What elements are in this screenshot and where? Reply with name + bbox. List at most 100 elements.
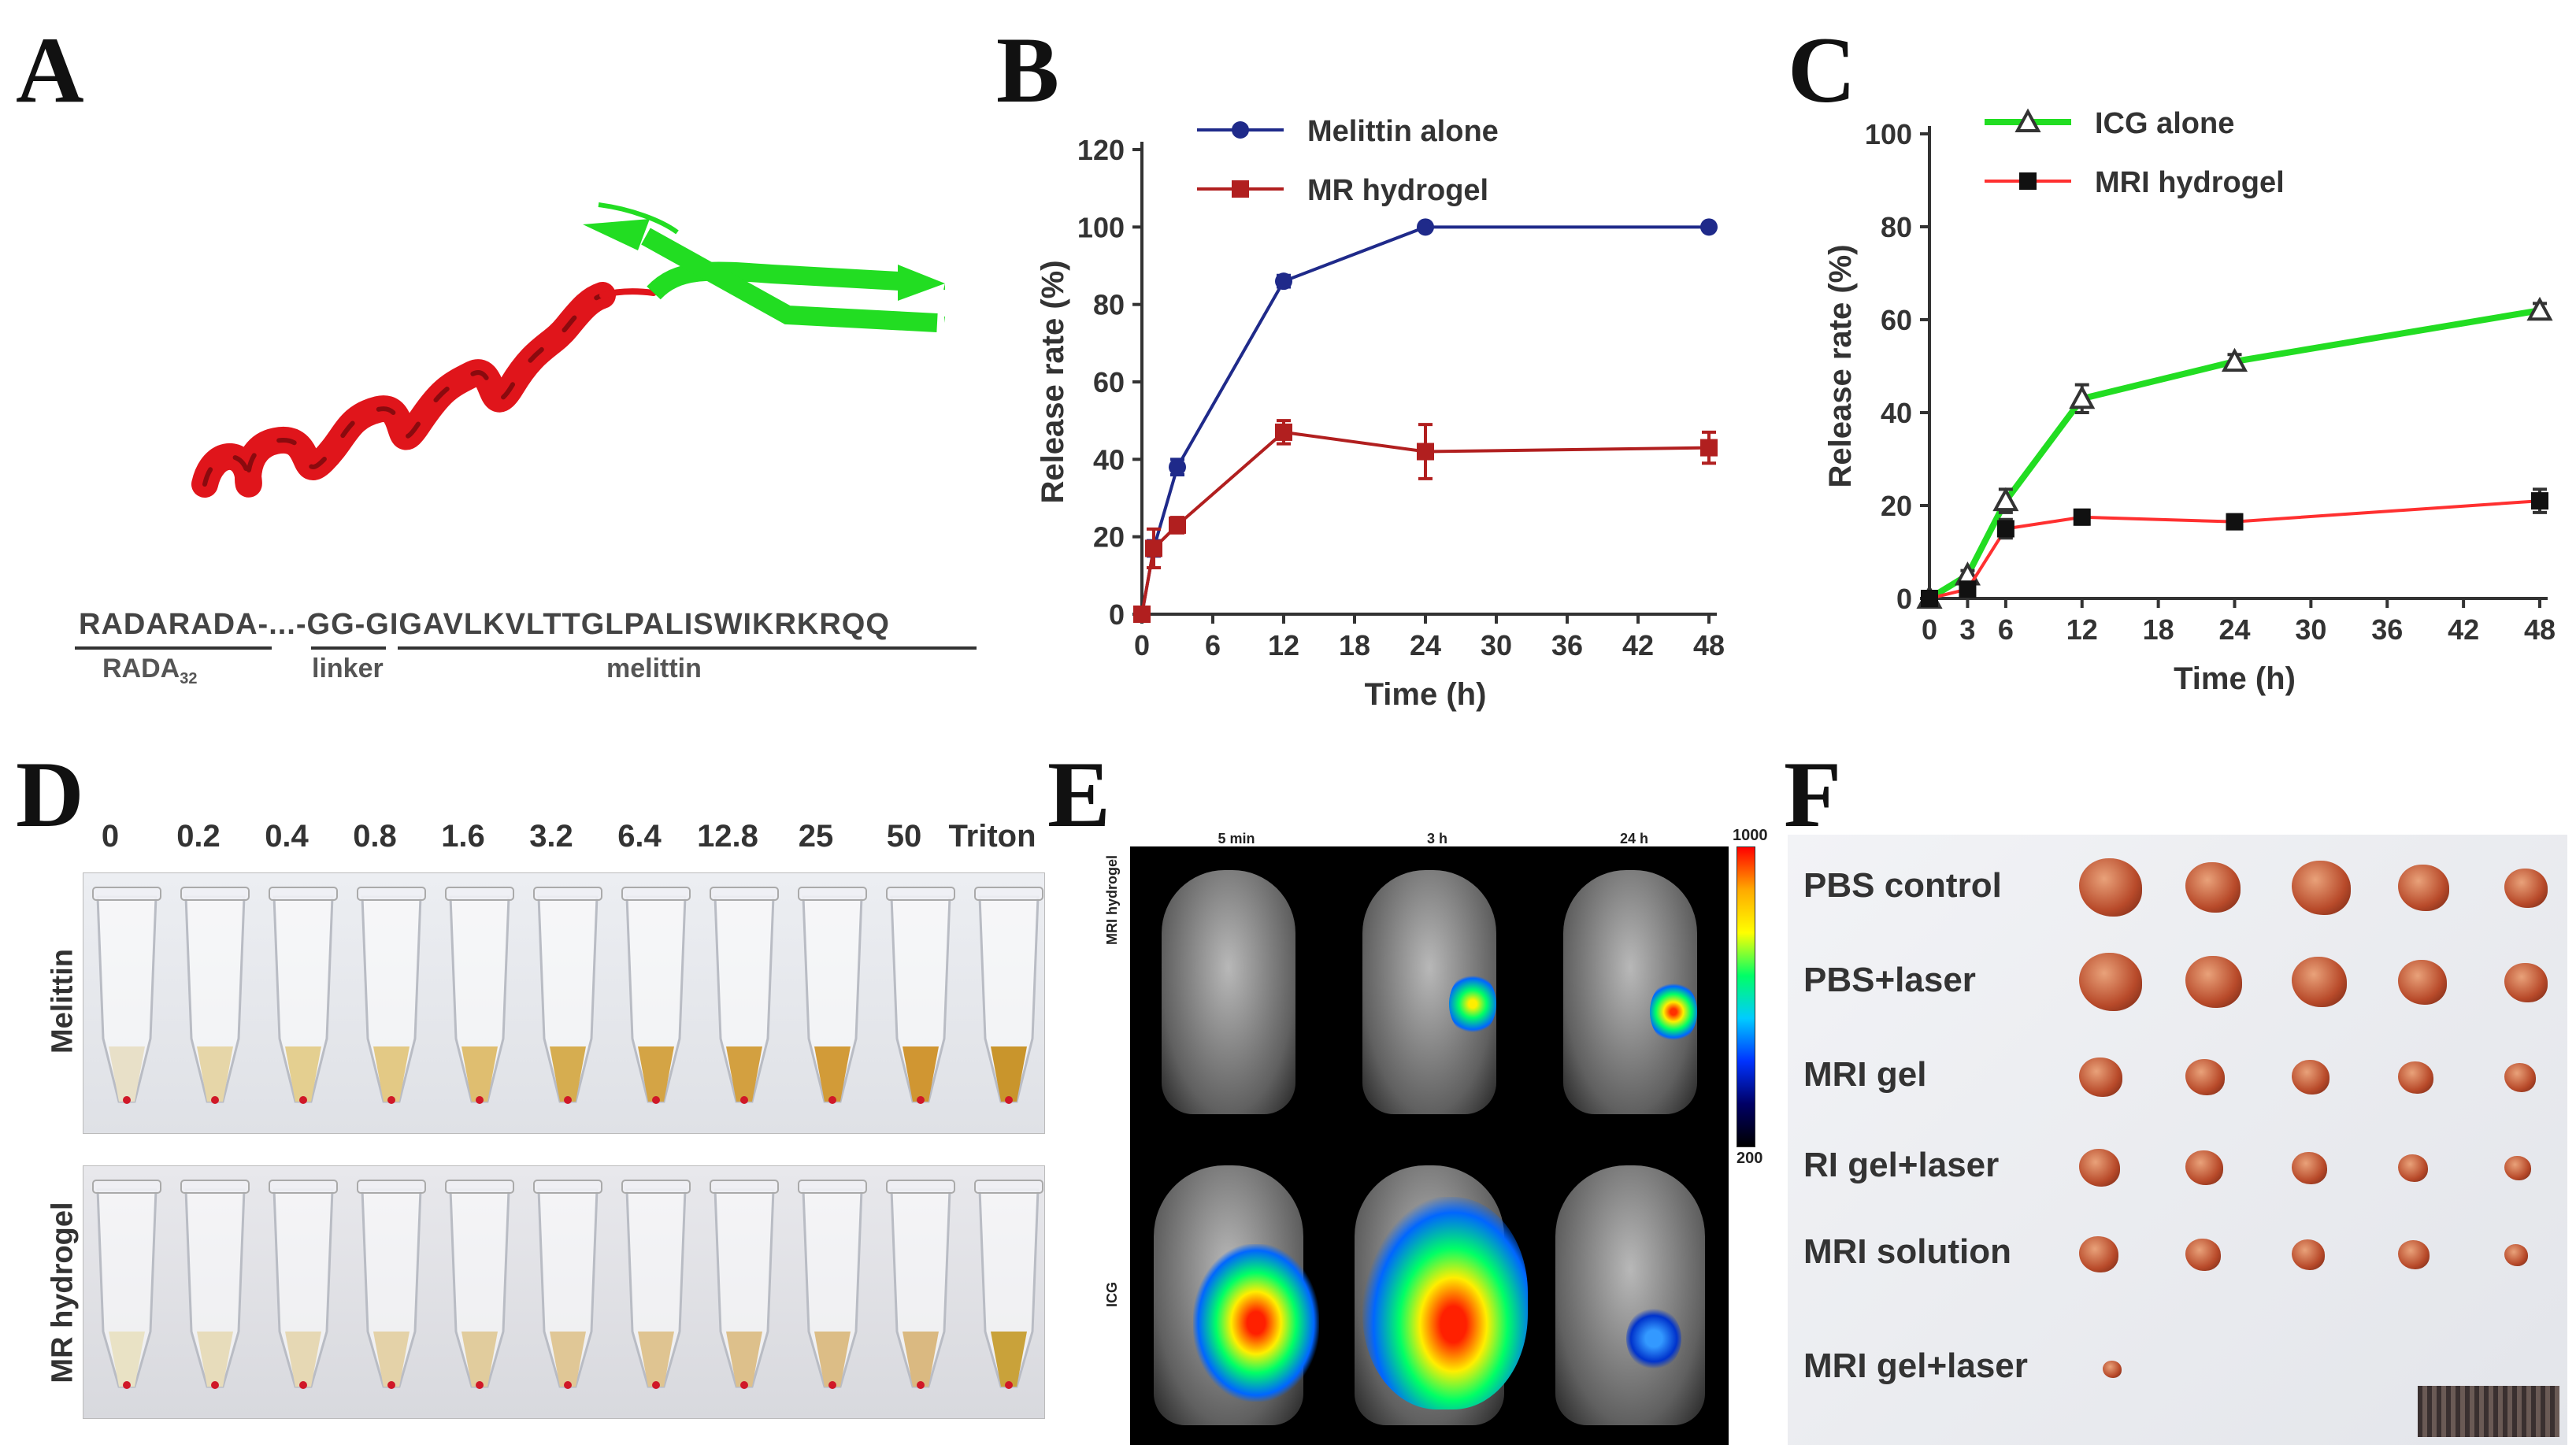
group-label: PBS control bbox=[1803, 866, 2002, 905]
tumor bbox=[2079, 1057, 2122, 1098]
tube bbox=[533, 887, 602, 1104]
colorbar-min: 200 bbox=[1736, 1150, 1763, 1167]
intensity-colorbar bbox=[1736, 846, 1755, 1147]
mouse-icg-3h bbox=[1331, 1150, 1528, 1445]
tumor bbox=[2292, 1060, 2330, 1095]
y-tick-label: 120 bbox=[1077, 134, 1125, 166]
tumor bbox=[2504, 962, 2548, 1003]
segment-melittin: melittin bbox=[606, 654, 702, 683]
group-label: RI gel+laser bbox=[1803, 1146, 2000, 1184]
data-point bbox=[1169, 516, 1186, 534]
tumor bbox=[2292, 957, 2347, 1008]
panel-letter-e: E bbox=[1047, 742, 1111, 846]
group-label: MRI solution bbox=[1803, 1232, 2011, 1271]
data-point bbox=[1232, 121, 1249, 139]
tumor bbox=[2079, 1149, 2120, 1187]
x-tick-label: 36 bbox=[2371, 613, 2403, 646]
group-label: MRI gel bbox=[1803, 1055, 1927, 1094]
tumor bbox=[2292, 1239, 2325, 1270]
x-tick-label: 0 bbox=[1922, 613, 1937, 646]
y-tick-label: 40 bbox=[1093, 443, 1125, 476]
data-point bbox=[2019, 172, 2037, 190]
tumor bbox=[2103, 1361, 2122, 1379]
data-point bbox=[1275, 272, 1292, 291]
data-point bbox=[1700, 439, 1718, 457]
tube bbox=[710, 887, 779, 1104]
data-point bbox=[1169, 458, 1186, 476]
segment-rada: RADA32 bbox=[102, 654, 198, 687]
tumor bbox=[2292, 860, 2351, 915]
imaging-row-label-icg: ICG bbox=[1104, 1281, 1120, 1307]
concentration-label: 1.6 bbox=[441, 819, 485, 854]
tube bbox=[445, 887, 514, 1104]
concentration-label: Triton bbox=[948, 819, 1036, 854]
tumor bbox=[2504, 1244, 2528, 1266]
data-point bbox=[1959, 580, 1977, 598]
concentration-label: 25 bbox=[798, 819, 834, 854]
x-tick-label: 0 bbox=[1134, 629, 1150, 661]
data-point bbox=[1921, 590, 1938, 607]
timepoint-3h: 3 h bbox=[1426, 831, 1447, 846]
legend-label: MRI hydrogel bbox=[2095, 166, 2285, 199]
row-label-mr-hydrogel: MR hydrogel bbox=[46, 1202, 80, 1383]
y-tick-label: 80 bbox=[1093, 289, 1125, 321]
data-point bbox=[2526, 296, 2553, 321]
tumor bbox=[2398, 1154, 2428, 1182]
timepoint-24h: 24 h bbox=[1619, 831, 1649, 846]
concentration-label: 6.4 bbox=[617, 819, 662, 854]
data-point bbox=[2221, 347, 2248, 372]
x-tick-label: 18 bbox=[1339, 629, 1370, 661]
tumor bbox=[2398, 1240, 2430, 1269]
concentration-label: 12.8 bbox=[697, 819, 758, 854]
concentration-label: 0 bbox=[101, 819, 120, 854]
y-tick-label: 100 bbox=[1865, 118, 1912, 150]
legend-label: MR hydrogel bbox=[1307, 174, 1488, 207]
legend-label: Melittin alone bbox=[1307, 115, 1499, 148]
x-tick-label: 48 bbox=[1693, 629, 1725, 661]
panel-letter-d: D bbox=[16, 742, 84, 846]
tube bbox=[92, 887, 161, 1104]
mouse-icg-5min bbox=[1130, 1150, 1327, 1445]
ruler bbox=[2418, 1386, 2559, 1437]
tube bbox=[621, 887, 691, 1104]
mouse-mri-5min bbox=[1130, 846, 1327, 1142]
x-tick-label: 6 bbox=[1998, 613, 2014, 646]
concentration-label: 0.8 bbox=[353, 819, 397, 854]
tube bbox=[357, 887, 426, 1104]
imaging-timepoints: 5 min 3 h 24 h bbox=[1130, 831, 1744, 848]
mouse-mri-3h bbox=[1331, 846, 1528, 1142]
x-axis-title: Time (h) bbox=[2174, 661, 2296, 696]
peptide-sequence: RADARADA-...-GG-GIGAVLKVLTTGLPALISWIKRKR… bbox=[79, 608, 890, 641]
y-tick-label: 60 bbox=[1881, 304, 1912, 336]
x-tick-label: 12 bbox=[2066, 613, 2098, 646]
tumor bbox=[2185, 1238, 2221, 1271]
group-label: PBS+laser bbox=[1803, 961, 1976, 999]
x-tick-label: 24 bbox=[1410, 629, 1441, 661]
x-tick-label: 18 bbox=[2143, 613, 2174, 646]
data-point bbox=[2226, 513, 2244, 531]
concentration-label: 3.2 bbox=[529, 819, 573, 854]
x-axis-title: Time (h) bbox=[1365, 677, 1487, 712]
data-point bbox=[1417, 218, 1434, 236]
y-tick-label: 0 bbox=[1896, 583, 1912, 615]
tube bbox=[798, 1180, 867, 1389]
tumor bbox=[2504, 1063, 2536, 1092]
tumor bbox=[2185, 862, 2241, 913]
y-tick-label: 40 bbox=[1881, 397, 1912, 429]
mr-hydrogel-tubes-photo bbox=[83, 1165, 1045, 1419]
beta-hairpin bbox=[583, 202, 945, 332]
tube bbox=[886, 887, 955, 1104]
concentration-label: 50 bbox=[886, 819, 922, 854]
tube bbox=[886, 1180, 955, 1389]
y-tick-label: 60 bbox=[1093, 366, 1125, 398]
concentration-label: 0.4 bbox=[265, 819, 309, 854]
x-tick-label: 30 bbox=[2295, 613, 2326, 646]
y-axis-title: Release rate (%) bbox=[1823, 244, 1858, 487]
tube bbox=[798, 887, 867, 1104]
row-label-melittin: Melittin bbox=[46, 949, 80, 1054]
data-point bbox=[1417, 443, 1434, 461]
y-tick-label: 80 bbox=[1881, 211, 1912, 243]
x-tick-label: 24 bbox=[2218, 613, 2250, 646]
tube bbox=[92, 1180, 161, 1389]
